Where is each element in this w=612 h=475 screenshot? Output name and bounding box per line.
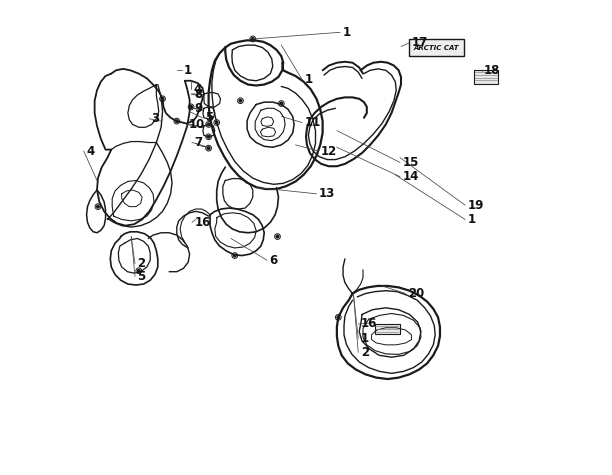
- Text: 1: 1: [184, 64, 192, 77]
- Circle shape: [239, 99, 242, 102]
- Text: 8: 8: [195, 87, 203, 101]
- Text: 16: 16: [195, 216, 211, 229]
- Circle shape: [97, 205, 99, 208]
- Circle shape: [176, 120, 178, 123]
- Circle shape: [207, 135, 210, 138]
- Text: 4: 4: [86, 144, 94, 158]
- FancyBboxPatch shape: [474, 70, 498, 84]
- Circle shape: [207, 147, 210, 150]
- Text: 19: 19: [468, 199, 484, 212]
- Circle shape: [233, 254, 236, 257]
- Text: 16: 16: [360, 317, 377, 331]
- Text: 5: 5: [205, 111, 213, 124]
- Text: 10: 10: [188, 118, 205, 131]
- Text: 14: 14: [403, 170, 419, 183]
- Text: 3: 3: [152, 112, 160, 125]
- Text: 5: 5: [137, 270, 146, 283]
- Text: 1: 1: [343, 26, 351, 39]
- Circle shape: [252, 38, 254, 40]
- Circle shape: [280, 102, 283, 105]
- Text: 2: 2: [137, 257, 146, 270]
- Text: 11: 11: [305, 116, 321, 129]
- Circle shape: [162, 97, 164, 100]
- FancyBboxPatch shape: [409, 39, 464, 56]
- Text: 1: 1: [468, 213, 476, 226]
- Circle shape: [215, 121, 218, 124]
- FancyBboxPatch shape: [375, 324, 400, 334]
- Text: 6: 6: [269, 254, 278, 267]
- Text: 18: 18: [484, 64, 501, 77]
- Text: 7: 7: [195, 136, 203, 149]
- Text: 2: 2: [360, 346, 369, 359]
- Circle shape: [276, 235, 279, 238]
- Text: ARCTIC CAT: ARCTIC CAT: [414, 45, 459, 50]
- Circle shape: [138, 269, 140, 272]
- Text: 15: 15: [403, 156, 419, 169]
- Text: 20: 20: [408, 287, 424, 300]
- Text: 4: 4: [193, 83, 202, 96]
- Circle shape: [337, 316, 340, 319]
- Circle shape: [190, 105, 192, 108]
- Circle shape: [207, 123, 210, 126]
- Text: 1: 1: [360, 332, 369, 345]
- Text: 9: 9: [195, 102, 203, 115]
- Text: 1: 1: [305, 73, 313, 86]
- Text: 13: 13: [319, 187, 335, 200]
- Text: 12: 12: [321, 144, 337, 158]
- Text: 17: 17: [412, 36, 428, 49]
